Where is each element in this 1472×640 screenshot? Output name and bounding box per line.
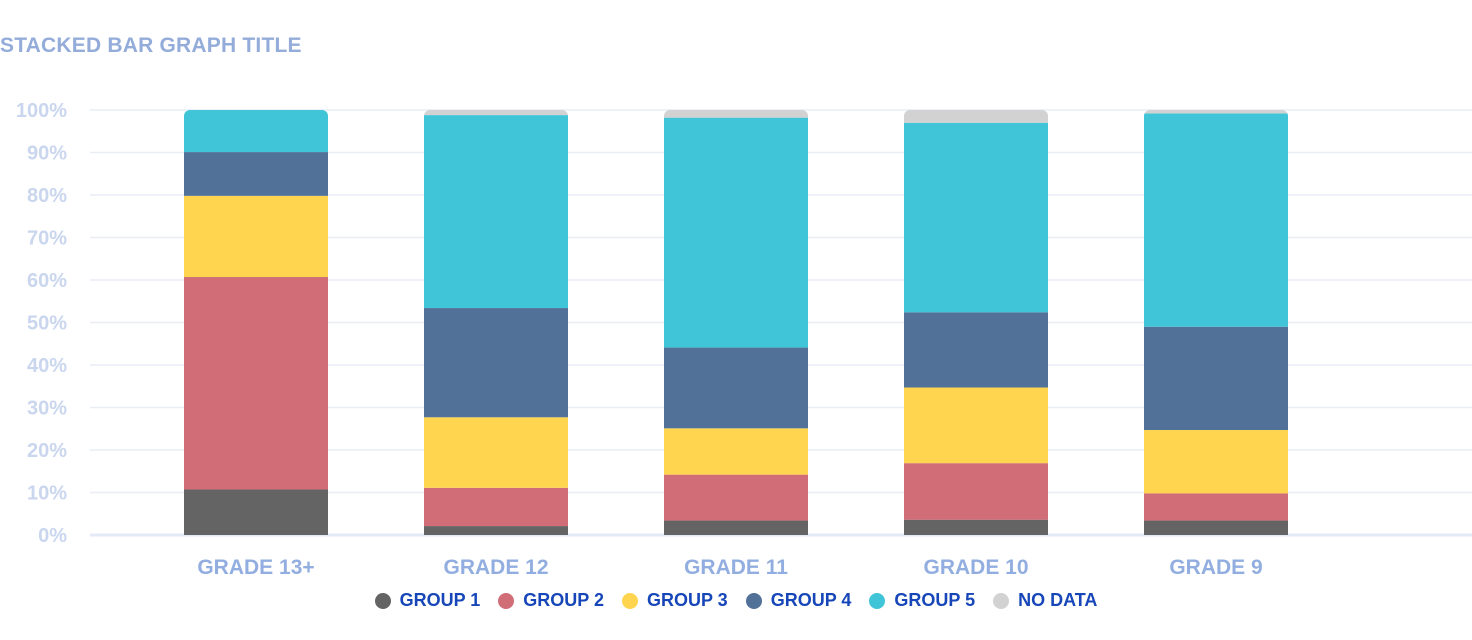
- legend-swatch: [621, 592, 638, 609]
- bar-segment: [904, 110, 1048, 123]
- bar-segment: [424, 526, 568, 535]
- bar-segment: [1144, 520, 1288, 535]
- legend-label: GROUP 5: [894, 590, 976, 610]
- bar-segment: [184, 152, 328, 196]
- legend-item: GROUP 5: [869, 590, 975, 611]
- bar-segment: [184, 489, 328, 535]
- legend-item: NO DATA: [993, 590, 1097, 611]
- y-tick-label: 30%: [27, 398, 67, 420]
- bar-segment: [904, 122, 1048, 313]
- bar-stack: [904, 110, 1048, 535]
- legend-label: GROUP 4: [770, 590, 852, 610]
- legend-label: GROUP 1: [399, 590, 481, 610]
- y-tick-label: 10%: [27, 483, 67, 505]
- y-tick-label: 90%: [27, 143, 67, 165]
- y-tick-label: 60%: [27, 270, 67, 292]
- x-tick-label: GRADE 13+: [197, 556, 314, 579]
- bar-stack: [664, 110, 808, 535]
- bar-segment: [184, 110, 328, 153]
- bar-segment: [1144, 110, 1288, 114]
- bars: [184, 110, 1288, 535]
- y-tick-label: 100%: [16, 100, 67, 122]
- legend-swatch: [498, 592, 515, 609]
- bar-segment: [664, 520, 808, 535]
- bar-segment: [424, 110, 568, 116]
- bar-segment: [664, 117, 808, 348]
- chart-title: STACKED BAR GRAPH TITLE: [0, 34, 302, 57]
- bar-stack: [424, 110, 568, 535]
- legend-swatch: [745, 592, 762, 609]
- x-tick-label: GRADE 9: [1169, 556, 1262, 579]
- x-tick-label: GRADE 10: [923, 556, 1028, 579]
- bar-segment: [184, 277, 328, 490]
- y-tick-label: 70%: [27, 228, 67, 250]
- y-axis-ticks: 0% 10% 20% 30% 40% 50% 60% 70% 80% 90% 100%: [16, 100, 67, 547]
- bar-segment: [904, 312, 1048, 388]
- bar-segment: [1144, 430, 1288, 494]
- legend-swatch: [374, 592, 391, 609]
- bar-segment: [664, 474, 808, 521]
- bar-segment: [424, 487, 568, 527]
- bar-segment: [1144, 493, 1288, 521]
- y-tick-label: 40%: [27, 355, 67, 377]
- bar-segment: [424, 115, 568, 309]
- bar-stack: [1144, 110, 1288, 535]
- legend-item: GROUP 4: [745, 590, 852, 611]
- legend-label: NO DATA: [1018, 590, 1098, 610]
- bar-segment: [664, 428, 808, 475]
- y-tick-label: 20%: [27, 440, 67, 462]
- bar-segment: [1144, 113, 1288, 327]
- bar-segment: [664, 347, 808, 429]
- legend-swatch: [993, 592, 1010, 609]
- bar-segment: [184, 195, 328, 278]
- bar-segment: [1144, 326, 1288, 431]
- legend-label: GROUP 3: [646, 590, 728, 610]
- legend-item: GROUP 3: [621, 590, 728, 611]
- bar-segment: [904, 519, 1048, 535]
- legend: GROUP 1 GROUP 2 GROUP 3 GROUP 4 GROUP 5 NO DA…: [0, 590, 1472, 611]
- x-axis-ticks: GRADE 13+ GRADE 12 GRADE 11 GRADE 10 GRADE 9: [197, 556, 1262, 579]
- y-tick-label: 0%: [38, 525, 67, 547]
- y-tick-label: 80%: [27, 185, 67, 207]
- bar-segment: [664, 110, 808, 118]
- bar-segment: [424, 417, 568, 488]
- legend-label: GROUP 2: [523, 590, 604, 610]
- legend-swatch: [869, 592, 886, 609]
- bar-segment: [904, 463, 1048, 520]
- y-tick-label: 50%: [27, 313, 67, 335]
- bar-stack: [184, 110, 328, 535]
- x-tick-label: GRADE 12: [443, 556, 548, 579]
- x-tick-label: GRADE 11: [684, 556, 788, 579]
- bar-segment: [904, 387, 1048, 464]
- legend-item: GROUP 1: [374, 590, 481, 611]
- bar-segment: [424, 308, 568, 418]
- legend-item: GROUP 2: [498, 590, 604, 611]
